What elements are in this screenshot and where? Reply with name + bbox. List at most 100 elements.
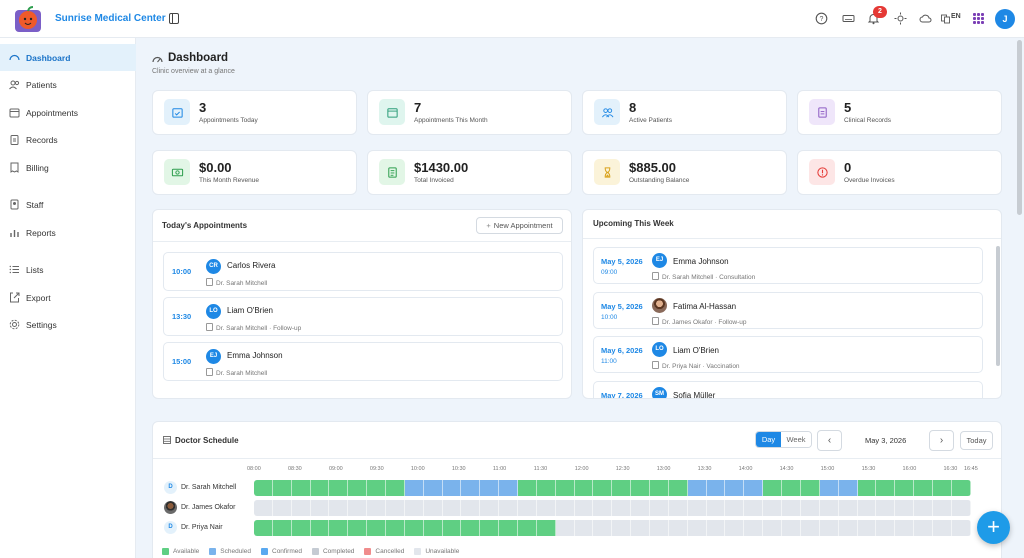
schedule-slot[interactable] — [706, 500, 726, 516]
schedule-slot[interactable] — [386, 500, 405, 516]
sidebar-item-staff[interactable]: Staff — [0, 191, 136, 218]
translate-icon[interactable] — [941, 12, 950, 25]
schedule-slot[interactable] — [499, 500, 519, 516]
schedule-slot[interactable] — [800, 480, 820, 496]
schedule-slot[interactable] — [857, 520, 877, 536]
schedule-slot[interactable] — [272, 500, 292, 516]
schedule-slot[interactable] — [480, 520, 500, 536]
schedule-slot[interactable] — [499, 520, 519, 536]
schedule-slot[interactable] — [310, 480, 330, 496]
schedule-slot[interactable] — [668, 480, 688, 496]
schedule-slot[interactable] — [329, 480, 349, 496]
schedule-slot[interactable] — [499, 480, 519, 496]
schedule-slot[interactable] — [631, 520, 651, 536]
schedule-slot[interactable] — [687, 480, 707, 496]
schedule-slot[interactable] — [574, 480, 594, 496]
new-appointment-button[interactable]: + New Appointment — [476, 217, 563, 234]
sidebar-item-billing[interactable]: Billing — [0, 154, 136, 181]
upcoming-scrollbar[interactable] — [996, 246, 1000, 366]
sidebar-item-patients[interactable]: Patients — [0, 71, 136, 98]
language-selector[interactable]: EN — [951, 13, 961, 20]
schedule-slot[interactable] — [555, 520, 575, 536]
schedule-slot[interactable] — [536, 480, 556, 496]
appointment-item[interactable]: 13:30 LO Liam O'Brien Dr. Sarah Mitchell · … — [163, 297, 563, 336]
schedule-slot[interactable] — [725, 480, 745, 496]
view-day-button[interactable]: Day — [756, 432, 781, 447]
schedule-slot[interactable] — [612, 480, 632, 496]
schedule-slot[interactable] — [348, 480, 368, 496]
schedule-slot[interactable] — [706, 520, 726, 536]
schedule-slot[interactable] — [725, 520, 745, 536]
schedule-slot[interactable] — [612, 520, 632, 536]
schedule-slot[interactable] — [423, 520, 443, 536]
schedule-slot[interactable] — [593, 500, 613, 516]
schedule-slot[interactable] — [254, 520, 273, 536]
schedule-slot[interactable] — [442, 480, 462, 496]
schedule-slot[interactable] — [857, 480, 877, 496]
schedule-slot[interactable] — [650, 500, 669, 516]
schedule-slot[interactable] — [876, 520, 896, 536]
schedule-slot[interactable] — [668, 500, 688, 516]
schedule-slot[interactable] — [254, 480, 273, 496]
help-icon[interactable]: ? — [815, 12, 828, 25]
user-avatar[interactable]: J — [995, 9, 1015, 29]
schedule-slot[interactable] — [895, 500, 915, 516]
upcoming-item[interactable]: May 5, 2026 09:00 EJ Emma Johnson Dr. Sarah … — [593, 247, 983, 284]
schedule-slot[interactable] — [782, 480, 801, 496]
schedule-slot[interactable] — [555, 500, 575, 516]
schedule-slot[interactable] — [763, 520, 783, 536]
schedule-slot[interactable] — [404, 520, 424, 536]
schedule-slot[interactable] — [951, 480, 971, 496]
schedule-slot[interactable] — [819, 480, 839, 496]
sun-icon[interactable] — [894, 12, 907, 25]
schedule-slot[interactable] — [291, 520, 311, 536]
schedule-slot[interactable] — [838, 520, 858, 536]
schedule-slot[interactable] — [555, 480, 575, 496]
schedule-slot[interactable] — [951, 500, 971, 516]
schedule-slot[interactable] — [650, 480, 669, 496]
schedule-slot[interactable] — [518, 500, 537, 516]
schedule-slot[interactable] — [480, 480, 500, 496]
schedule-slot[interactable] — [593, 520, 613, 536]
schedule-slot[interactable] — [442, 520, 462, 536]
schedule-slot[interactable] — [348, 520, 368, 536]
stat-card[interactable]: 0 Overdue Invoices — [797, 150, 1002, 195]
schedule-slot[interactable] — [423, 480, 443, 496]
prev-day-button[interactable]: ‹ — [817, 430, 842, 451]
schedule-slot[interactable] — [574, 500, 594, 516]
schedule-slot[interactable] — [744, 520, 764, 536]
sidebar-item-export[interactable]: Export — [0, 284, 136, 311]
schedule-slot[interactable] — [329, 500, 349, 516]
schedule-slot[interactable] — [932, 480, 952, 496]
today-button[interactable]: Today — [960, 431, 993, 450]
schedule-slot[interactable] — [367, 520, 387, 536]
schedule-slot[interactable] — [461, 480, 481, 496]
schedule-slot[interactable] — [951, 520, 971, 536]
schedule-slot[interactable] — [536, 520, 556, 536]
sidebar-item-settings[interactable]: Settings — [0, 311, 136, 338]
schedule-slot[interactable] — [914, 500, 933, 516]
stat-card[interactable]: 3 Appointments Today — [152, 90, 357, 135]
schedule-slot[interactable] — [461, 520, 481, 536]
schedule-slot[interactable] — [763, 500, 783, 516]
schedule-slot[interactable] — [593, 480, 613, 496]
schedule-slot[interactable] — [876, 500, 896, 516]
add-fab-button[interactable]: + — [977, 511, 1010, 544]
schedule-slot[interactable] — [404, 500, 424, 516]
schedule-slot[interactable] — [518, 520, 537, 536]
stat-card[interactable]: 7 Appointments This Month — [367, 90, 572, 135]
schedule-slot[interactable] — [857, 500, 877, 516]
schedule-slot[interactable] — [386, 520, 405, 536]
schedule-slot[interactable] — [895, 480, 915, 496]
sidebar-toggle-icon[interactable] — [169, 13, 179, 24]
schedule-slot[interactable] — [744, 480, 764, 496]
schedule-slot[interactable] — [782, 520, 801, 536]
appointment-item[interactable]: 15:00 EJ Emma Johnson Dr. Sarah Mitchell — [163, 342, 563, 381]
schedule-slot[interactable] — [725, 500, 745, 516]
schedule-slot[interactable] — [876, 480, 896, 496]
schedule-slot[interactable] — [536, 500, 556, 516]
schedule-slot[interactable] — [838, 500, 858, 516]
schedule-slot[interactable] — [329, 520, 349, 536]
schedule-slot[interactable] — [348, 500, 368, 516]
schedule-slot[interactable] — [310, 500, 330, 516]
